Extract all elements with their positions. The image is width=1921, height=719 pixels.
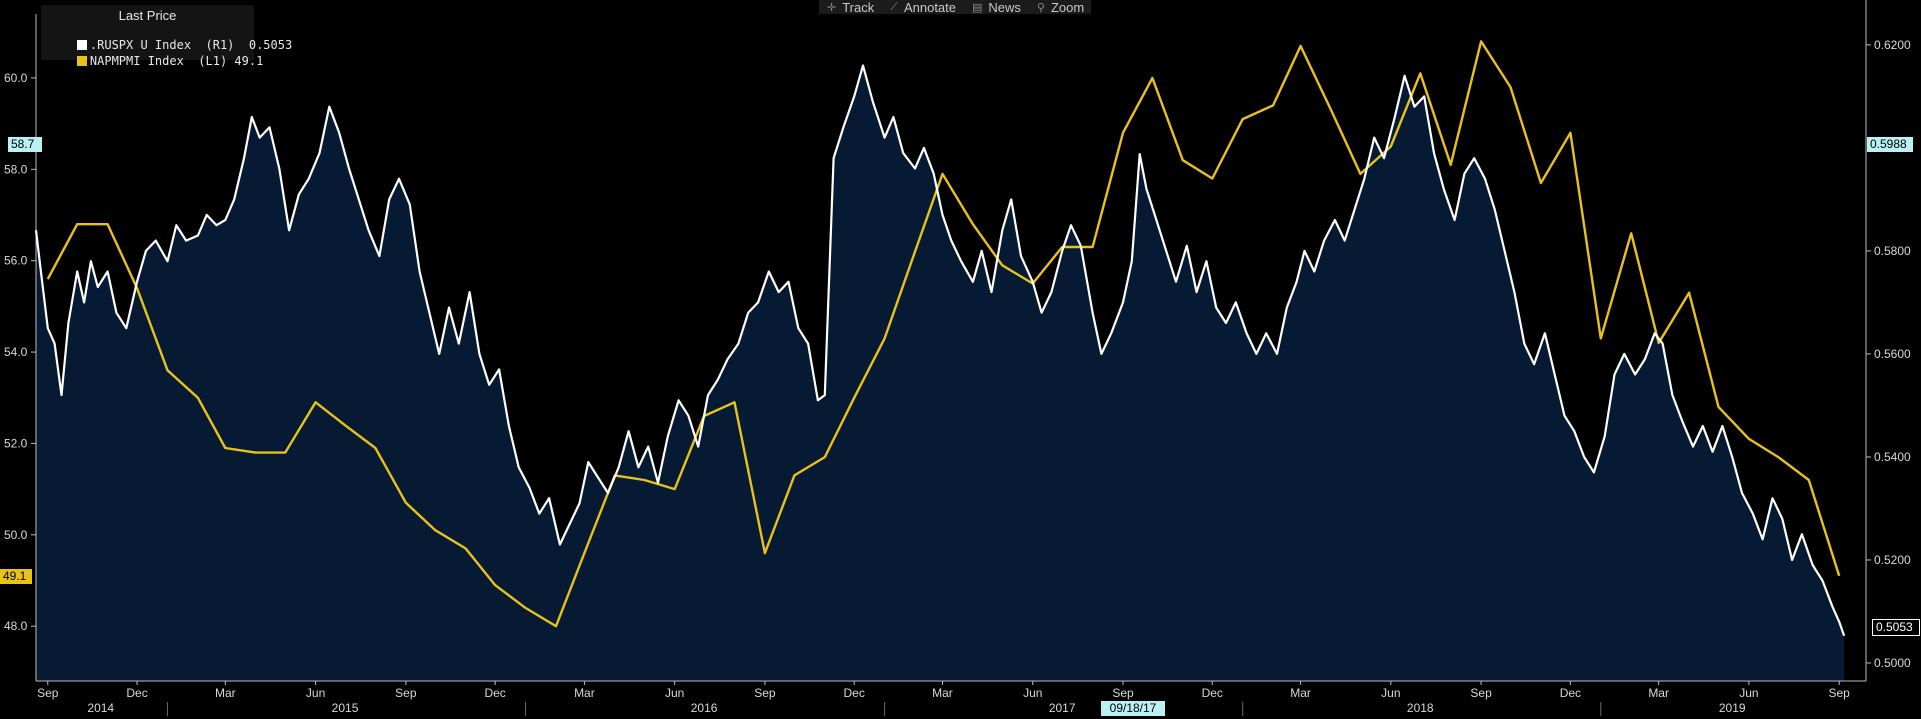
month-tick-label: Dec xyxy=(126,686,147,700)
legend-swatch-napmpmi xyxy=(76,56,87,66)
left-crosshair-value-tag: 58.7 xyxy=(8,137,42,152)
month-tick-label: Jun xyxy=(1023,686,1042,700)
year-label: 2015 xyxy=(332,701,359,715)
month-tick-label: Dec xyxy=(1560,686,1581,700)
year-label: 2016 xyxy=(691,701,718,715)
month-tick-label: Sep xyxy=(1828,686,1850,700)
right-current-value-tag: 0.5053 xyxy=(1872,619,1920,636)
zoom-label: Zoom xyxy=(1050,0,1085,15)
left-tick-label: 52.0 xyxy=(4,436,28,450)
legend-entry-ruspx[interactable]: .RUSPX U Index (R1) 0.5053 xyxy=(48,24,292,66)
track-label: Track xyxy=(842,0,875,15)
ruspx-area-fill xyxy=(36,65,1845,681)
legend: Last Price .RUSPX U Index (R1) 0.5053 NA… xyxy=(41,5,292,68)
year-label: 2019 xyxy=(1719,701,1746,715)
left-tick-label: 56.0 xyxy=(4,254,28,268)
month-tick-label: Jun xyxy=(1739,686,1758,700)
legend-title: Last Price xyxy=(118,8,177,23)
news-icon: ▤ xyxy=(972,1,983,14)
month-tick-label: Jun xyxy=(1381,686,1400,700)
zoom-button[interactable]: ⚲ Zoom xyxy=(1029,0,1092,15)
year-label: 2018 xyxy=(1407,701,1434,715)
legend-entry-napmpmi[interactable]: NAPMPMI Index (L1) 49.1 xyxy=(48,40,263,82)
right-tick-label: 0.5200 xyxy=(1874,553,1911,567)
legend-text-napmpmi: NAPMPMI Index (L1) 49.1 xyxy=(89,54,264,68)
year-label: 2017 xyxy=(1049,701,1076,715)
month-tick-label: Dec xyxy=(484,686,505,700)
news-label: News xyxy=(988,0,1021,15)
year-label: 2014 xyxy=(87,701,114,715)
left-tick-label: 60.0 xyxy=(4,71,28,85)
right-tick-label: 0.5400 xyxy=(1874,450,1911,464)
series-lines-layer xyxy=(34,40,1846,637)
annotate-label: Annotate xyxy=(903,0,956,15)
right-tick-label: 0.5000 xyxy=(1874,656,1911,670)
magnifier-icon: ⚲ xyxy=(1036,1,1045,14)
ruspx-series-line xyxy=(34,64,1846,637)
right-tick-label: 0.6200 xyxy=(1874,38,1911,52)
month-tick-label: Jun xyxy=(665,686,684,700)
month-tick-label: Dec xyxy=(844,686,865,700)
track-button[interactable]: ✛ Track xyxy=(819,0,882,15)
legend-text-ruspx: .RUSPX U Index (R1) 0.5053 xyxy=(89,38,293,52)
left-tick-label: 48.0 xyxy=(4,619,28,633)
annotate-button[interactable]: ⟋ Annotate xyxy=(882,0,964,15)
ruspx-area-layer xyxy=(36,65,1845,681)
chart-toolbar: ✛ Track ⟋ Annotate ▤ News ⚲ Zoom xyxy=(819,0,1092,15)
right-tick-label: 0.5800 xyxy=(1874,244,1911,258)
month-tick-label: Dec xyxy=(1202,686,1223,700)
month-tick-label: Sep xyxy=(754,686,776,700)
pencil-icon: ⟋ xyxy=(890,0,898,13)
month-tick-label: Mar xyxy=(932,686,953,700)
month-tick-label: Sep xyxy=(1112,686,1134,700)
month-tick-label: Mar xyxy=(1648,686,1669,700)
left-tick-label: 54.0 xyxy=(4,345,28,359)
month-tick-label: Sep xyxy=(395,686,417,700)
left-tick-label: 58.0 xyxy=(4,162,28,176)
month-tick-label: Jun xyxy=(306,686,325,700)
right-tick-label: 0.5600 xyxy=(1874,347,1911,361)
month-tick-label: Mar xyxy=(215,686,236,700)
napmpmi-series-line xyxy=(46,40,1841,628)
month-tick-label: Mar xyxy=(1290,686,1311,700)
month-tick-label: Sep xyxy=(1470,686,1492,700)
crosshair-icon: ✛ xyxy=(827,1,837,14)
left-tick-label: 50.0 xyxy=(4,528,28,542)
axes-layer: 48.0 50.0 52.0 54.0 56.0 58.0 60.0 0.5000 0.5200… xyxy=(4,0,1911,716)
crosshair-date-tag: 09/18/17 xyxy=(1101,701,1165,716)
news-button[interactable]: ▤ News xyxy=(964,0,1029,15)
month-tick-label: Mar xyxy=(574,686,595,700)
legend-swatch-ruspx xyxy=(76,40,87,50)
right-crosshair-value-tag: 0.5988 xyxy=(1867,137,1913,152)
month-tick-label: Sep xyxy=(37,686,59,700)
left-current-value-tag: 49.1 xyxy=(0,569,32,584)
